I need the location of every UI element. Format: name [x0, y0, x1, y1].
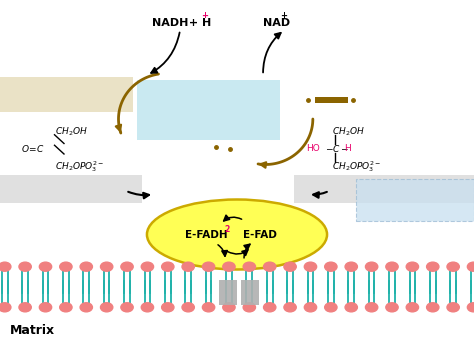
Bar	[0, 77, 133, 112]
Text: $CH_2OH$: $CH_2OH$	[55, 125, 87, 138]
Circle shape	[162, 262, 174, 271]
Text: $CH_2OPO_3^{2-}$: $CH_2OPO_3^{2-}$	[332, 159, 381, 174]
Circle shape	[325, 262, 337, 271]
Text: $O\!=\!C$: $O\!=\!C$	[21, 143, 45, 154]
Text: Matrix: Matrix	[9, 324, 55, 337]
Circle shape	[60, 303, 72, 312]
Circle shape	[141, 262, 154, 271]
Text: $CH_2OH$: $CH_2OH$	[332, 125, 365, 138]
Text: NADH: NADH	[152, 18, 188, 28]
Circle shape	[39, 303, 52, 312]
Text: H: H	[344, 144, 351, 153]
Circle shape	[0, 262, 11, 271]
Text: +: +	[201, 11, 209, 20]
Circle shape	[121, 303, 133, 312]
Circle shape	[406, 262, 419, 271]
Circle shape	[447, 303, 459, 312]
Circle shape	[141, 303, 154, 312]
Text: $-C-$: $-C-$	[325, 143, 349, 154]
Circle shape	[304, 303, 317, 312]
Text: E-FADH: E-FADH	[185, 230, 228, 239]
Circle shape	[467, 303, 474, 312]
Circle shape	[365, 262, 378, 271]
Bar	[315, 97, 348, 103]
Bar	[241, 280, 259, 304]
Text: NAD: NAD	[263, 18, 290, 28]
Circle shape	[19, 262, 31, 271]
Circle shape	[264, 262, 276, 271]
Circle shape	[243, 303, 255, 312]
Circle shape	[406, 303, 419, 312]
Text: +: +	[281, 11, 288, 20]
Circle shape	[80, 262, 92, 271]
Circle shape	[345, 303, 357, 312]
Circle shape	[182, 303, 194, 312]
Circle shape	[202, 262, 215, 271]
Bar	[137, 80, 280, 140]
Circle shape	[100, 262, 113, 271]
Circle shape	[100, 303, 113, 312]
Circle shape	[19, 303, 31, 312]
Text: 2: 2	[224, 225, 229, 234]
Circle shape	[284, 262, 296, 271]
Bar	[294, 175, 474, 203]
Circle shape	[223, 262, 235, 271]
Circle shape	[386, 262, 398, 271]
Circle shape	[284, 303, 296, 312]
Circle shape	[427, 303, 439, 312]
Circle shape	[182, 262, 194, 271]
Circle shape	[325, 303, 337, 312]
Text: E-FAD: E-FAD	[243, 230, 277, 239]
Circle shape	[0, 303, 11, 312]
Bar	[0, 175, 142, 203]
Circle shape	[386, 303, 398, 312]
Circle shape	[467, 262, 474, 271]
Circle shape	[447, 262, 459, 271]
Bar	[356, 178, 474, 220]
Bar	[219, 280, 237, 304]
Circle shape	[365, 303, 378, 312]
Circle shape	[60, 262, 72, 271]
Circle shape	[243, 262, 255, 271]
Circle shape	[202, 303, 215, 312]
Text: HO: HO	[306, 144, 319, 153]
Circle shape	[264, 303, 276, 312]
Text: + H: + H	[185, 18, 211, 28]
Text: $CH_2OPO_3^{2-}$: $CH_2OPO_3^{2-}$	[55, 159, 104, 174]
Circle shape	[223, 303, 235, 312]
Circle shape	[427, 262, 439, 271]
Circle shape	[345, 262, 357, 271]
Circle shape	[304, 262, 317, 271]
Ellipse shape	[147, 199, 327, 270]
Circle shape	[121, 262, 133, 271]
Circle shape	[162, 303, 174, 312]
Circle shape	[39, 262, 52, 271]
Circle shape	[80, 303, 92, 312]
